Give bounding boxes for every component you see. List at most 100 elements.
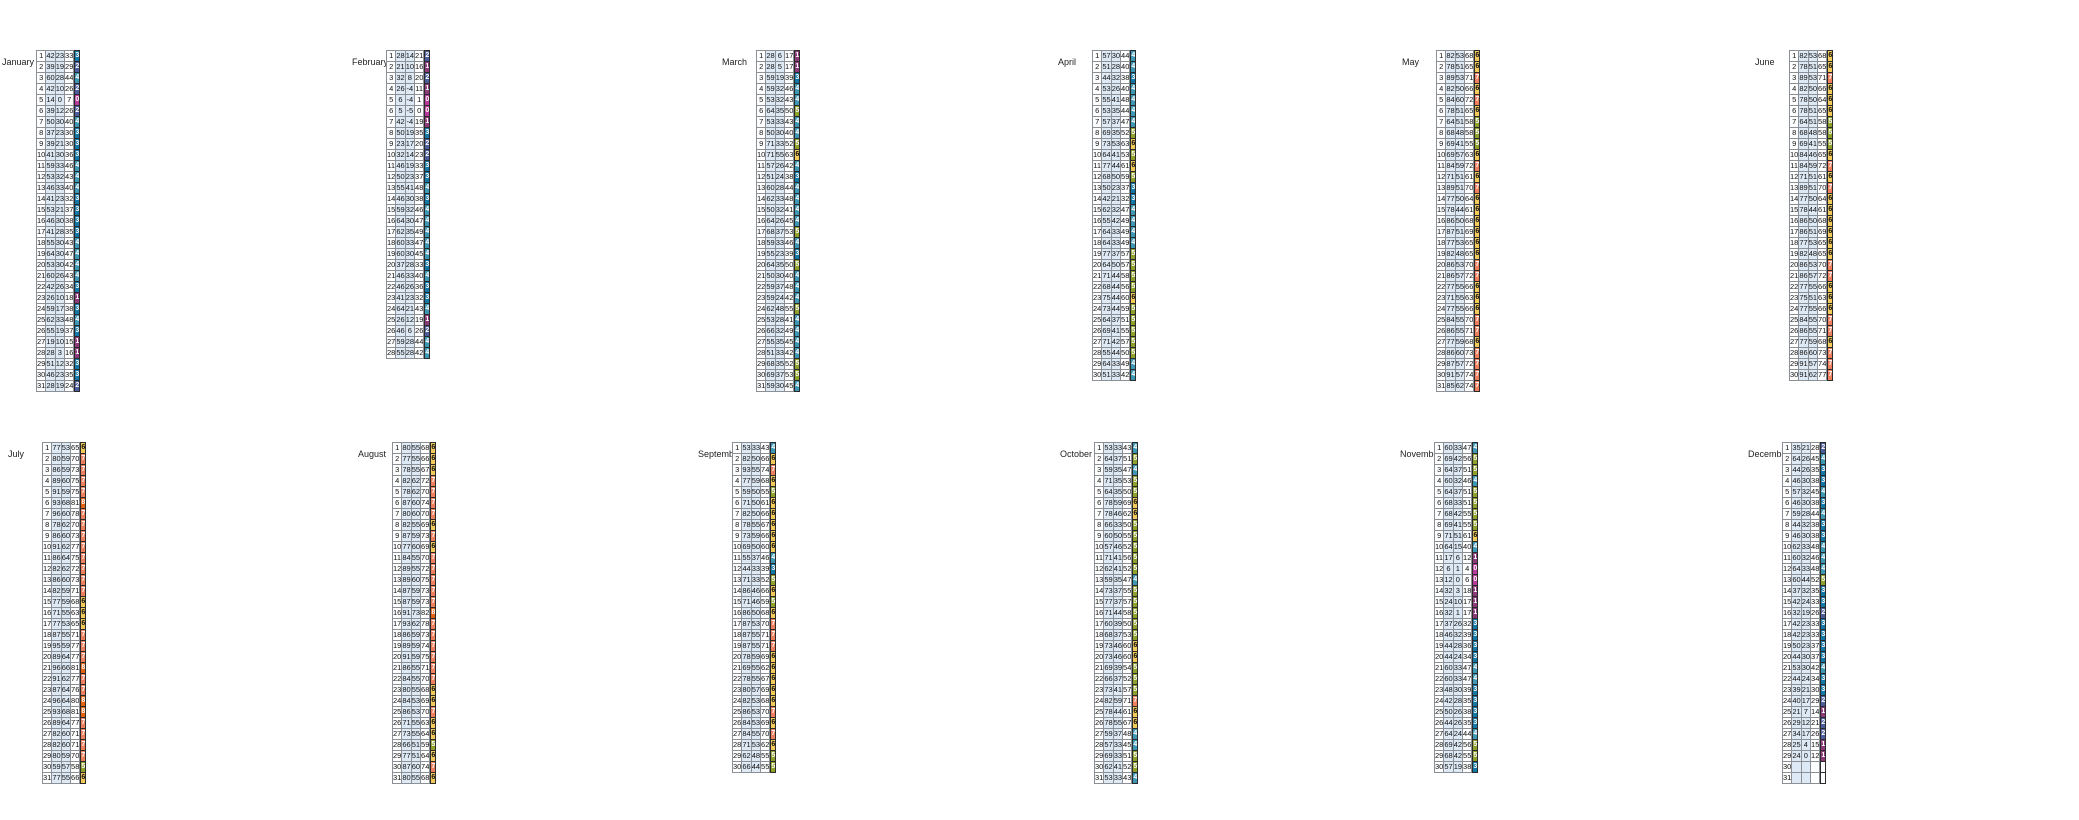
high-cell[interactable]: 64 [765,259,776,271]
low-cell[interactable]: 28 [54,226,66,238]
day-cell[interactable]: 27 [731,728,743,740]
low-cell[interactable]: 23 [54,369,66,381]
high-cell[interactable]: 50 [1791,640,1802,652]
category-bar[interactable]: 6 [1827,149,1834,161]
high-cell[interactable]: 89 [51,717,62,729]
avg-cell[interactable]: 71 [760,640,771,652]
day-cell[interactable]: 23 [1435,292,1447,304]
avg-cell[interactable]: 17 [784,50,795,62]
high-cell[interactable]: 44 [1101,72,1112,84]
avg-cell[interactable]: 30 [64,127,75,139]
day-cell[interactable]: 14 [1435,193,1447,205]
category-bar[interactable]: 4 [74,160,81,172]
high-cell[interactable]: 42 [1443,695,1454,707]
high-cell[interactable]: 84 [741,717,752,729]
high-cell[interactable]: 46 [45,182,56,194]
category-bar[interactable]: 4 [1820,662,1827,674]
day-cell[interactable]: 13 [1091,182,1103,194]
low-cell[interactable]: 60 [410,541,422,553]
day-cell[interactable]: 8 [755,127,767,139]
low-cell[interactable]: 55 [750,519,762,531]
low-cell[interactable]: 50 [1110,171,1122,183]
day-cell[interactable]: 19 [1433,640,1445,652]
category-bar[interactable]: 3 [1820,519,1827,531]
category-bar[interactable]: 3 [74,215,81,227]
low-cell[interactable]: 59 [410,596,422,608]
avg-cell[interactable]: 69 [760,651,771,663]
category-bar[interactable]: 6 [430,519,437,531]
low-cell[interactable]: 32 [1800,552,1812,564]
low-cell[interactable]: 55 [60,772,72,784]
day-cell[interactable]: 15 [1781,596,1793,608]
category-bar[interactable]: 4 [74,182,81,194]
low-cell[interactable]: 59 [60,453,72,465]
category-bar[interactable]: 5 [1472,739,1479,751]
category-bar[interactable]: 7 [80,640,87,652]
day-cell[interactable]: 12 [1091,171,1103,183]
category-bar[interactable]: 3 [1130,72,1137,84]
high-cell[interactable]: 69 [765,369,776,381]
day-cell[interactable]: 7 [1781,508,1793,520]
category-bar[interactable]: 5 [1132,475,1139,487]
avg-cell[interactable]: 61 [1817,204,1828,216]
category-bar[interactable]: 5 [1472,497,1479,509]
low-cell[interactable]: 50 [1454,215,1466,227]
low-cell[interactable]: 59 [750,475,762,487]
low-cell[interactable]: 37 [1112,596,1124,608]
low-cell[interactable]: 44 [1454,204,1466,216]
day-cell[interactable]: 26 [391,717,403,729]
high-cell[interactable]: 78 [741,519,752,531]
day-cell[interactable]: 23 [41,684,53,696]
day-cell[interactable]: 27 [1093,728,1105,740]
high-cell[interactable]: 32 [395,72,406,84]
high-cell[interactable]: 77 [1445,303,1456,315]
low-cell[interactable]: 24 [1452,728,1464,740]
day-cell[interactable]: 1 [1435,50,1447,62]
day-cell[interactable]: 5 [385,94,397,106]
avg-cell[interactable]: 73 [420,596,431,608]
high-cell[interactable]: 77 [51,618,62,630]
avg-cell[interactable]: 43 [784,116,795,128]
category-bar[interactable]: 6 [1130,138,1137,150]
avg-cell[interactable]: 55 [760,486,771,498]
low-cell[interactable]: 62 [410,618,422,630]
category-bar[interactable]: 7 [430,530,437,542]
category-bar[interactable]: 4 [1820,486,1827,498]
category-bar[interactable]: 8 [80,706,87,718]
high-cell[interactable]: 62 [1103,761,1114,773]
avg-cell[interactable]: 67 [760,519,771,531]
high-cell[interactable]: 87 [401,761,412,773]
category-bar[interactable]: 6 [430,541,437,553]
day-cell[interactable]: 30 [1435,369,1447,381]
category-bar[interactable]: 7 [430,761,437,773]
category-bar[interactable]: 4 [794,237,801,249]
category-bar[interactable]: 6 [80,596,87,608]
day-cell[interactable]: 17 [731,618,743,630]
category-bar[interactable]: 7 [430,662,437,674]
high-cell[interactable]: 86 [51,574,62,586]
day-cell[interactable]: 5 [1788,94,1800,106]
day-cell[interactable]: 18 [1091,237,1103,249]
avg-cell[interactable]: 43 [1122,442,1133,454]
category-bar[interactable]: 4 [1472,662,1479,674]
high-cell[interactable]: 37 [1791,585,1802,597]
low-cell[interactable]: 15 [1452,541,1464,553]
avg-cell[interactable]: 60 [1122,640,1133,652]
low-cell[interactable]: 30 [1800,497,1812,509]
low-cell[interactable]: 19 [1800,607,1812,619]
day-cell[interactable]: 5 [391,486,403,498]
day-cell[interactable]: 15 [1093,596,1105,608]
low-cell[interactable]: 17 [404,138,416,150]
day-cell[interactable]: 15 [1433,596,1445,608]
low-cell[interactable]: 50 [750,486,762,498]
day-cell[interactable]: 13 [731,574,743,586]
high-cell[interactable]: 71 [741,596,752,608]
day-cell[interactable]: 29 [1091,358,1103,370]
low-cell[interactable]: 28 [404,347,416,359]
avg-cell[interactable]: 62 [1122,508,1133,520]
category-bar[interactable]: 4 [1130,94,1137,106]
high-cell[interactable]: 89 [401,640,412,652]
high-cell[interactable]: 71 [51,607,62,619]
low-cell[interactable]: 50 [750,541,762,553]
category-bar[interactable]: 4 [1472,728,1479,740]
